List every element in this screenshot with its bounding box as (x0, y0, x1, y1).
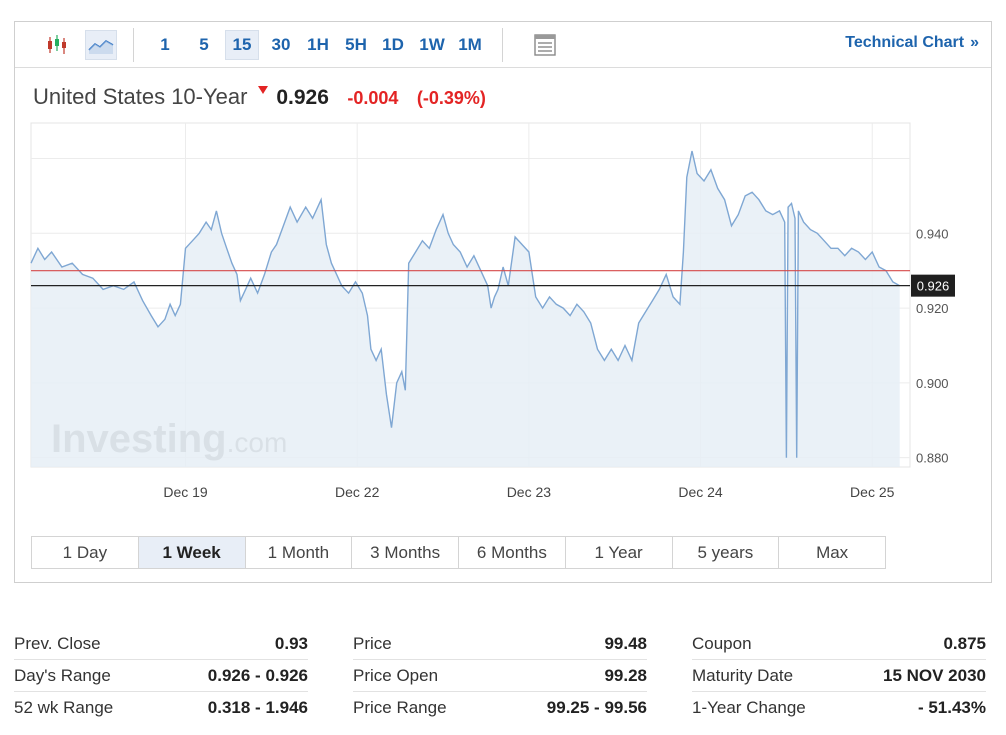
range-tab-3-months[interactable]: 3 Months (352, 537, 459, 568)
area-fill (31, 151, 900, 467)
stat-row: 52 wk Range 0.318 - 1.946 (14, 692, 308, 724)
stat-row: Maturity Date 15 NOV 2030 (692, 660, 986, 692)
stat-value: 15 NOV 2030 (882, 666, 986, 685)
stats-column-2: Price 99.48 Price Open 99.28 Price Range 99.2… (353, 628, 647, 724)
x-tick-label: Dec 24 (678, 484, 723, 500)
stats-column-3: Coupon 0.875 Maturity Date 15 NOV 2030 1-Yea… (692, 628, 986, 724)
stat-value: 99.28 (604, 666, 647, 685)
interval-1w[interactable]: 1W (419, 35, 445, 54)
range-tab-max[interactable]: Max (816, 543, 849, 562)
stat-label: Price Range (353, 698, 447, 717)
stat-value: - 51.43% (917, 698, 986, 717)
range-tab-1-year[interactable]: 1 Year (566, 537, 673, 568)
range-tab-1-day[interactable]: 1 Day (32, 537, 139, 568)
interval-1m[interactable]: 1M (458, 35, 482, 54)
y-tick-label: 0.940 (916, 226, 949, 241)
range-tab-1-month[interactable]: 1 Month (246, 537, 353, 568)
interval-30[interactable]: 30 (271, 35, 291, 54)
candlestick-icon[interactable] (42, 30, 74, 60)
stat-row: Coupon 0.875 (692, 628, 986, 660)
interval-5[interactable]: 5 (199, 35, 209, 54)
chart-toolbar: 1 5 15 30 1H 5H 1D 1W 1M Technical Chart» (15, 22, 991, 68)
y-tick-label: 0.900 (916, 376, 949, 391)
stat-label: Coupon (692, 634, 752, 653)
current-price-badge (911, 274, 955, 297)
stat-value: 99.48 (604, 634, 647, 653)
current-price-label: 0.926 (917, 279, 950, 294)
range-tab-6-months[interactable]: 6 Months (459, 537, 566, 568)
stat-value: 0.93 (274, 634, 308, 653)
interval-5h[interactable]: 5H (345, 35, 367, 54)
stat-value: 99.25 - 99.56 (546, 698, 647, 717)
stat-value: 0.926 - 0.926 (207, 666, 308, 685)
instrument-name: United States 10-Year (33, 84, 248, 109)
price-change-percent: (-0.39%) (416, 88, 486, 108)
last-price: 0.926 (276, 86, 329, 109)
stat-row: 1-Year Change - 51.43% (692, 692, 986, 724)
toolbar-divider (133, 28, 134, 62)
down-arrow-icon (257, 81, 268, 99)
interval-1h[interactable]: 1H (307, 35, 329, 54)
range-tabs: 1 Day 1 Week 1 Month 3 Months 6 Months 1 Year… (31, 536, 886, 569)
stat-row: Price 99.48 (353, 628, 647, 660)
table-view-icon[interactable] (529, 30, 561, 60)
stat-value: 0.318 - 1.946 (207, 698, 308, 717)
x-tick-label: Dec 22 (335, 484, 380, 500)
x-tick-label: Dec 23 (507, 484, 552, 500)
stat-row: Day's Range 0.926 - 0.926 (14, 660, 308, 692)
stat-label: 52 wk Range (14, 698, 114, 717)
interval-15[interactable]: 15 (225, 30, 259, 60)
range-tab-5-years[interactable]: 5 years (673, 537, 780, 568)
stat-label: Maturity Date (692, 666, 794, 685)
technical-chart-label: Technical Chart (845, 34, 965, 51)
y-tick-label: 0.880 (916, 451, 949, 466)
stat-row: Prev. Close 0.93 (14, 628, 308, 660)
stat-label: 1-Year Change (692, 698, 806, 717)
stat-label: Prev. Close (14, 634, 101, 653)
x-tick-label: Dec 19 (163, 484, 208, 500)
stat-row: Price Open 99.28 (353, 660, 647, 692)
stat-label: Price Open (353, 666, 439, 685)
quote-header: United States 10-Year 0.926 -0.004 (-0.3… (33, 84, 486, 110)
x-tick-label: Dec 25 (850, 484, 895, 500)
interval-1d[interactable]: 1D (382, 35, 404, 54)
interval-1[interactable]: 1 (160, 35, 170, 54)
toolbar-divider (502, 28, 503, 62)
range-tab-1-week[interactable]: 1 Week (138, 537, 246, 568)
stat-label: Price (353, 634, 392, 653)
double-chevron-right-icon: » (970, 34, 979, 51)
line-chart-icon[interactable] (85, 30, 117, 60)
price-change: -0.004 (347, 88, 399, 108)
chart-widget: 1 5 15 30 1H 5H 1D 1W 1M Technical Chart» United… (14, 21, 992, 583)
stat-label: Day's Range (14, 666, 111, 685)
technical-chart-link[interactable]: Technical Chart » (845, 34, 979, 52)
stats-column-1: Prev. Close 0.93 Day's Range 0.926 - 0.926 5… (14, 628, 308, 724)
y-tick-label: 0.920 (916, 301, 949, 316)
stat-value: 0.875 (943, 634, 986, 653)
stat-row: Price Range 99.25 - 99.56 (353, 692, 647, 724)
